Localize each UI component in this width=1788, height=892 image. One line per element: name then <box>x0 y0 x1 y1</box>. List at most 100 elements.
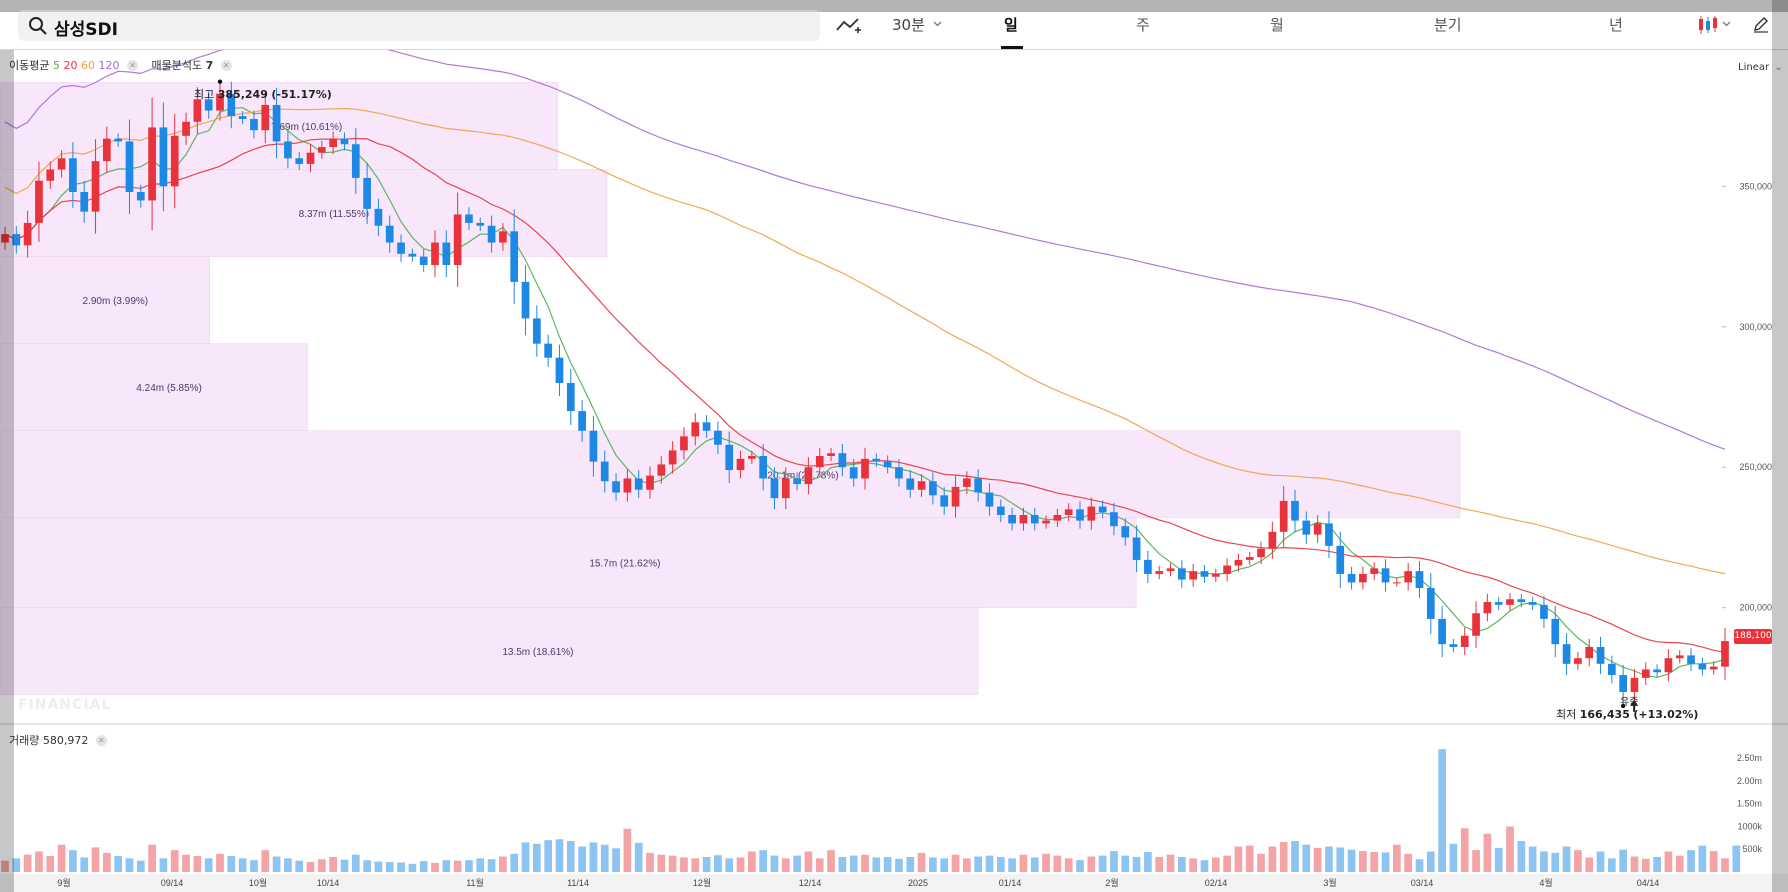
date-axis-band <box>0 874 1788 892</box>
search-icon[interactable] <box>28 16 48 36</box>
volume-bar <box>815 858 824 872</box>
volume-legend[interactable]: 거래량 580,972 ✕ <box>9 732 107 748</box>
moving-average-120-line <box>4 50 1726 450</box>
candle-body <box>385 225 394 243</box>
candle-body <box>1030 514 1039 524</box>
candle-body <box>1460 635 1469 647</box>
candle-body <box>453 214 462 266</box>
tab-period-year[interactable]: 년 <box>1609 16 1623 34</box>
candle-body <box>1381 568 1390 583</box>
volume-bar <box>895 858 903 872</box>
volume-profile-bar <box>0 607 979 696</box>
candle-body <box>962 478 971 487</box>
volume-bar <box>69 850 77 872</box>
volume-bar <box>1 860 9 872</box>
candle-body <box>250 118 258 131</box>
stock-search-box[interactable]: 삼성SDI <box>18 10 820 41</box>
candle-body <box>1144 559 1152 574</box>
low-value: 166,435 <box>1579 708 1630 721</box>
candle-body <box>1087 506 1096 521</box>
volume-bar <box>521 842 530 872</box>
candle-body <box>476 222 485 226</box>
candle-body <box>91 161 100 212</box>
tab-period-day[interactable]: 일 <box>1004 16 1018 34</box>
candle-body <box>532 318 541 344</box>
chevron-down-icon: ⌄ <box>1774 62 1783 73</box>
date-axis-label: 04/14 <box>1637 878 1660 888</box>
volume-bar <box>465 860 473 872</box>
date-axis-label: 01/14 <box>999 878 1022 888</box>
candle-body <box>419 256 428 266</box>
volume-profile-bar <box>0 256 210 344</box>
candlestick-icon[interactable] <box>1697 15 1719 35</box>
scale-mode-selector[interactable]: Linear ⌄ <box>1738 62 1783 73</box>
price-volume-chart[interactable]: 7.69m (10.61%) 8.37m (11.55%) 2.90m (3.99%… <box>0 50 1788 892</box>
tab-period-quarter[interactable]: 분기 <box>1434 16 1462 34</box>
close-icon[interactable]: ✕ <box>220 60 232 71</box>
moving-average-legend[interactable]: 이동평균 5 20 60 120 ✕ 매물분석도 7 ✕ <box>9 57 232 73</box>
volume-bar <box>476 858 485 872</box>
volume-bar <box>906 856 915 872</box>
candle-body <box>1336 545 1345 574</box>
close-icon[interactable]: ✕ <box>95 735 107 746</box>
volume-bar <box>1121 855 1130 872</box>
event-marker-label[interactable]: 유증 <box>1620 697 1639 708</box>
high-value: 385,249 <box>217 88 268 101</box>
volume-bar <box>1076 860 1084 872</box>
candle-body <box>1155 571 1164 574</box>
draw-line-icon[interactable] <box>836 16 862 34</box>
close-icon[interactable]: ✕ <box>126 60 138 71</box>
candle-body <box>623 478 632 493</box>
low-marker-dot <box>1620 703 1626 709</box>
volume-bar <box>148 844 156 872</box>
volume-bar <box>1607 858 1616 872</box>
volume-bar <box>770 855 779 872</box>
candle-body <box>849 467 858 479</box>
volume-bar <box>793 855 801 872</box>
volume-bar <box>759 850 768 872</box>
screen-dim-left <box>0 50 14 892</box>
candle-body <box>1517 599 1526 603</box>
candle-body <box>612 481 620 493</box>
candle-body <box>747 456 756 459</box>
chevron-down-icon[interactable] <box>933 21 942 27</box>
search-input-value[interactable]: 삼성SDI <box>54 20 118 40</box>
volume-bar <box>1721 858 1729 872</box>
tab-period-month[interactable]: 월 <box>1270 16 1284 34</box>
volume-profile-layer: 7.69m (10.61%) 8.37m (11.55%) 2.90m (3.99%… <box>0 82 1461 696</box>
volume-bar <box>159 858 168 872</box>
ma-legend-5: 5 <box>52 59 60 72</box>
screen-dim-top <box>0 0 1788 12</box>
volume-bar <box>1551 852 1560 872</box>
volume-bar <box>329 856 338 872</box>
volume-bar <box>1472 850 1480 872</box>
candle-body <box>1630 677 1639 692</box>
volume-bar <box>385 861 394 872</box>
candle-body <box>1607 663 1616 676</box>
tab-period-week[interactable]: 주 <box>1136 16 1150 34</box>
candle-body <box>1064 509 1073 515</box>
volume-bar <box>1234 846 1243 872</box>
volume-bar <box>736 857 745 872</box>
volume-bar <box>668 855 677 872</box>
volume-bar <box>363 860 371 872</box>
volume-bar <box>102 852 111 872</box>
interval-selector[interactable]: 30분 <box>892 16 925 34</box>
volume-bar <box>612 848 620 872</box>
candle-body <box>1200 571 1209 577</box>
volume-bar <box>1053 855 1062 872</box>
pencil-icon[interactable] <box>1752 15 1770 33</box>
volume-bar <box>1223 855 1231 872</box>
high-prefix: 최고 <box>194 88 215 101</box>
candle-body <box>69 158 77 192</box>
volume-profile-legend-label: 매물분석도 <box>151 59 203 72</box>
volume-bar <box>951 854 960 872</box>
volume-bar <box>1110 851 1118 872</box>
chevron-down-icon[interactable] <box>1722 21 1731 27</box>
volume-bar <box>1325 846 1333 872</box>
volume-bar <box>555 839 564 872</box>
volume-bar <box>781 858 790 872</box>
volume-profile-label: 2.90m (3.99%) <box>83 296 149 307</box>
date-axis-label: 03/14 <box>1411 878 1434 888</box>
candle-body <box>827 453 835 456</box>
